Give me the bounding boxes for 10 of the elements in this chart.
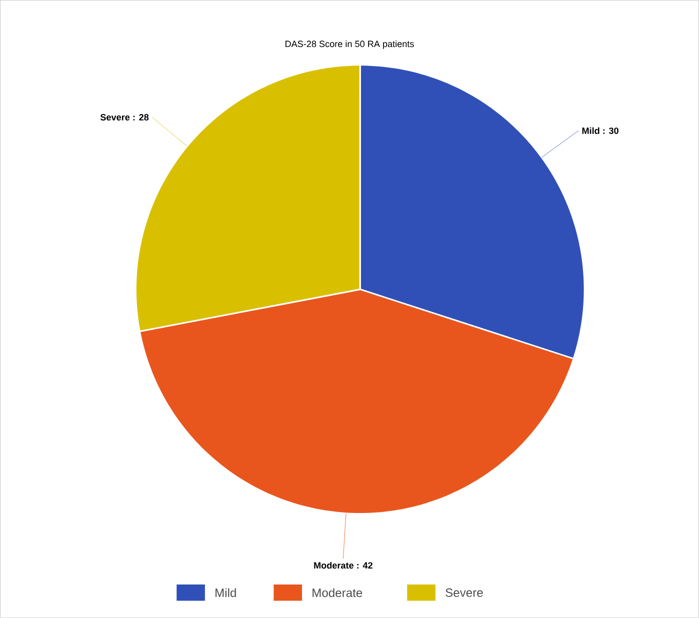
slice-label: Moderate <box>314 562 354 569</box>
legend-label: Mild <box>216 588 236 598</box>
legend-label: Severe <box>446 588 483 597</box>
data-label: : 28 <box>133 114 149 120</box>
data-label: : 30 <box>603 128 618 134</box>
chart-title: DAS-28 Score in 50 RA patients <box>286 40 414 49</box>
slice-label: Severe <box>100 114 130 120</box>
slice-label: Mild <box>582 127 600 134</box>
data-label: : 42 <box>357 562 372 568</box>
legend-label: Moderate <box>312 588 362 598</box>
